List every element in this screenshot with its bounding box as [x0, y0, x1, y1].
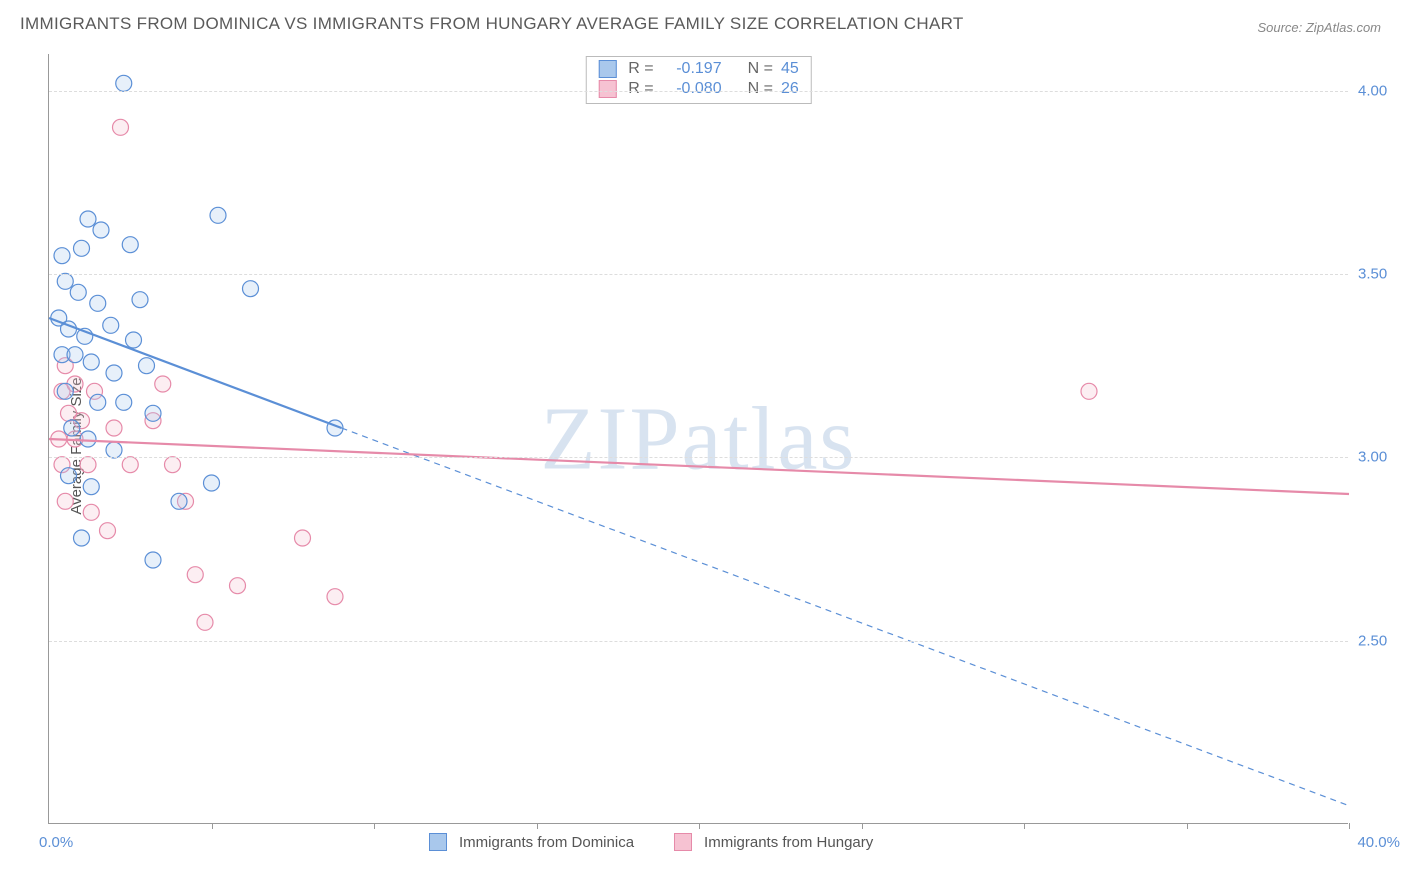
data-point: [243, 281, 259, 297]
data-point: [67, 347, 83, 363]
data-point: [106, 442, 122, 458]
data-point: [57, 273, 73, 289]
data-point: [122, 457, 138, 473]
data-point: [155, 376, 171, 392]
data-point: [80, 457, 96, 473]
swatch-series-2: [674, 833, 692, 851]
data-point: [93, 222, 109, 238]
x-tick: [1349, 823, 1350, 829]
data-point: [83, 504, 99, 520]
data-point: [83, 354, 99, 370]
legend-label-2: Immigrants from Hungary: [704, 834, 873, 851]
source-label: Source: ZipAtlas.com: [1257, 20, 1381, 35]
x-axis-max: 40.0%: [1357, 834, 1400, 851]
data-point: [230, 578, 246, 594]
y-tick-label: 4.00: [1358, 82, 1406, 99]
trend-line: [49, 439, 1349, 494]
y-tick-label: 2.50: [1358, 632, 1406, 649]
legend-item-2: Immigrants from Hungary: [674, 833, 873, 851]
data-point: [106, 420, 122, 436]
data-point: [80, 211, 96, 227]
x-tick: [374, 823, 375, 829]
data-point: [327, 589, 343, 605]
data-point: [57, 493, 73, 509]
gridline: [49, 641, 1348, 642]
x-tick: [1187, 823, 1188, 829]
data-point: [165, 457, 181, 473]
chart-svg: [49, 54, 1348, 823]
data-point: [295, 530, 311, 546]
data-point: [145, 552, 161, 568]
data-point: [54, 248, 70, 264]
data-point: [116, 394, 132, 410]
data-point: [61, 468, 77, 484]
data-point: [171, 493, 187, 509]
plot-area: ZIPatlas R = -0.197 N = 45 R = -0.080 N …: [48, 54, 1348, 824]
data-point: [126, 332, 142, 348]
x-tick: [537, 823, 538, 829]
x-tick: [1024, 823, 1025, 829]
data-point: [74, 240, 90, 256]
gridline: [49, 91, 1348, 92]
trend-line: [49, 318, 342, 428]
y-tick-label: 3.50: [1358, 266, 1406, 283]
data-point: [64, 420, 80, 436]
x-tick: [862, 823, 863, 829]
series-legend: Immigrants from Dominica Immigrants from…: [429, 833, 873, 851]
data-point: [116, 75, 132, 91]
data-point: [132, 292, 148, 308]
data-point: [90, 295, 106, 311]
x-tick: [699, 823, 700, 829]
data-point: [100, 523, 116, 539]
data-point: [57, 383, 73, 399]
x-axis-min: 0.0%: [39, 834, 73, 851]
data-point: [122, 237, 138, 253]
data-point: [210, 207, 226, 223]
data-point: [70, 284, 86, 300]
data-point: [90, 394, 106, 410]
data-point: [197, 614, 213, 630]
data-point: [74, 530, 90, 546]
y-tick-label: 3.00: [1358, 449, 1406, 466]
legend-item-1: Immigrants from Dominica: [429, 833, 634, 851]
chart-title: IMMIGRANTS FROM DOMINICA VS IMMIGRANTS F…: [20, 14, 964, 34]
data-point: [113, 119, 129, 135]
data-point: [145, 405, 161, 421]
data-point: [80, 431, 96, 447]
gridline: [49, 457, 1348, 458]
data-point: [204, 475, 220, 491]
data-point: [1081, 383, 1097, 399]
swatch-series-1: [429, 833, 447, 851]
legend-label-1: Immigrants from Dominica: [459, 834, 634, 851]
trend-line-dashed: [342, 428, 1350, 806]
data-point: [106, 365, 122, 381]
data-point: [83, 479, 99, 495]
x-tick: [212, 823, 213, 829]
data-point: [139, 358, 155, 374]
data-point: [103, 317, 119, 333]
data-point: [187, 567, 203, 583]
gridline: [49, 274, 1348, 275]
